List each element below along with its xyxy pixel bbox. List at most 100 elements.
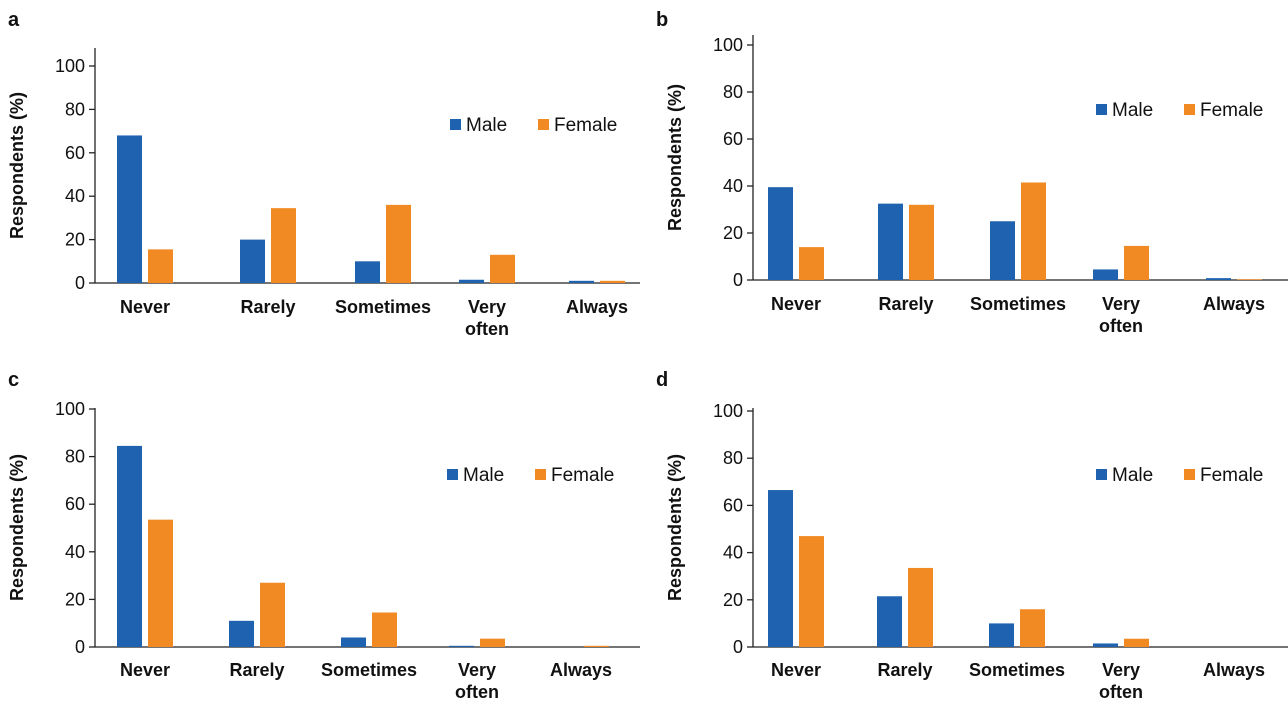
legend-swatch-male (447, 469, 458, 480)
bar-male-very-often (459, 279, 484, 283)
bar-female-always (1237, 279, 1262, 280)
y-tick-label: 0 (75, 273, 85, 293)
y-tick-label: 60 (65, 494, 85, 514)
y-tick-label: 40 (723, 543, 743, 563)
y-axis-title: Respondents (%) (7, 92, 27, 239)
panel-letter: c (8, 369, 19, 391)
x-category-label: Rarely (229, 660, 284, 680)
y-tick-label: 100 (55, 56, 85, 76)
y-tick-label: 60 (723, 495, 743, 515)
y-tick-label: 80 (65, 447, 85, 467)
x-category-label: Rarely (240, 297, 295, 317)
bar-male-never (117, 135, 142, 283)
chart-panel-d: d 0 20 40 60 80 100 Respondents (%) Never Rarely S… (648, 360, 1288, 706)
y-axis-title: Respondents (%) (7, 454, 27, 601)
x-category-label: Sometimes (970, 294, 1066, 314)
x-category-label: Always (1203, 660, 1265, 680)
bar-female-sometimes (386, 204, 411, 283)
x-category-label: Very often (1099, 660, 1143, 702)
legend-swatch-female (1184, 104, 1195, 115)
bar-male-never (117, 445, 142, 647)
legend-label-male: Male (466, 115, 507, 136)
x-category-label: Sometimes (969, 660, 1065, 680)
bar-female-never (799, 536, 824, 647)
bar-female-rarely (260, 582, 285, 647)
legend-label-male: Male (463, 465, 504, 486)
chart-panel-c: c 0 20 40 60 80 100 Respondents (%) Never Rarely S… (0, 360, 645, 706)
panel-letter: a (8, 9, 20, 31)
legend-label-female: Female (554, 115, 617, 136)
panel-letter: d (656, 369, 668, 391)
legend-swatch-female (1184, 469, 1195, 480)
x-category-label: Very often (455, 660, 499, 702)
y-tick-label: 20 (65, 589, 85, 609)
bar-female-never (148, 249, 173, 283)
y-tick-label: 80 (65, 99, 85, 119)
legend-swatch-female (538, 119, 549, 130)
bar-male-very-often (449, 645, 474, 647)
y-tick-label: 20 (723, 223, 743, 243)
legend-label-male: Male (1112, 465, 1153, 486)
bar-female-never (799, 247, 824, 280)
y-tick-label: 20 (65, 230, 85, 250)
bar-male-always (1206, 278, 1231, 280)
legend-swatch-male (1096, 469, 1107, 480)
y-tick-label: 100 (55, 399, 85, 419)
y-axis-title: Respondents (%) (665, 84, 685, 231)
y-tick-label: 40 (65, 542, 85, 562)
bar-female-always (600, 280, 625, 283)
y-tick-label: 100 (713, 401, 743, 421)
legend-label-male: Male (1112, 100, 1153, 121)
bar-female-sometimes (1020, 609, 1045, 647)
bar-female-very-often (1124, 638, 1149, 647)
chart-d-svg: d 0 20 40 60 80 100 Respondents (%) Never Rarely S… (656, 369, 1288, 702)
bar-female-rarely (908, 567, 933, 647)
bar-male-rarely (229, 620, 254, 647)
bar-male-sometimes (989, 623, 1014, 647)
legend-label-female: Female (1200, 465, 1263, 486)
bar-male-rarely (877, 596, 902, 647)
bar-male-always (569, 280, 594, 283)
y-tick-label: 0 (733, 637, 743, 657)
bar-female-very-often (1124, 245, 1149, 280)
y-tick-label: 40 (65, 186, 85, 206)
y-tick-label: 20 (723, 590, 743, 610)
y-tick-label: 80 (723, 448, 743, 468)
x-category-label: Never (120, 297, 170, 317)
x-category-label: Very often (1099, 294, 1143, 336)
bar-female-sometimes (372, 612, 397, 647)
bar-male-sometimes (355, 261, 380, 283)
chart-b-svg: b 0 20 40 60 80 100 Respondents (%) Never Rarely S… (656, 9, 1288, 336)
legend-swatch-male (1096, 104, 1107, 115)
x-category-label: Rarely (877, 660, 932, 680)
y-tick-label: 40 (723, 176, 743, 196)
y-tick-label: 100 (713, 35, 743, 55)
x-category-label: Sometimes (321, 660, 417, 680)
bar-female-sometimes (1021, 182, 1046, 280)
bar-female-very-often (480, 638, 505, 647)
bar-male-sometimes (341, 637, 366, 647)
x-category-label: Rarely (878, 294, 933, 314)
chart-panel-a: a 0 20 40 60 80 100 Respondents (%) Never Rarely S… (0, 0, 645, 356)
legend-swatch-female (535, 469, 546, 480)
bar-female-very-often (490, 254, 515, 283)
bar-female-rarely (271, 208, 296, 283)
y-tick-label: 80 (723, 82, 743, 102)
bar-female-rarely (909, 204, 934, 280)
y-tick-label: 0 (733, 270, 743, 290)
bar-male-very-often (1093, 643, 1118, 647)
bar-male-never (768, 187, 793, 280)
chart-c-svg: c 0 20 40 60 80 100 Respondents (%) Never Rarely S… (7, 369, 645, 702)
x-category-label: Always (1203, 294, 1265, 314)
y-axis-title: Respondents (%) (665, 454, 685, 601)
x-category-label: Always (566, 297, 628, 317)
legend-swatch-male (450, 119, 461, 130)
y-tick-label: 0 (75, 637, 85, 657)
x-category-label: Always (550, 660, 612, 680)
legend-label-female: Female (1200, 100, 1263, 121)
x-category-label: Never (771, 660, 821, 680)
legend-label-female: Female (551, 465, 614, 486)
bar-male-very-often (1093, 269, 1118, 280)
y-tick-label: 60 (723, 129, 743, 149)
x-category-label: Never (771, 294, 821, 314)
